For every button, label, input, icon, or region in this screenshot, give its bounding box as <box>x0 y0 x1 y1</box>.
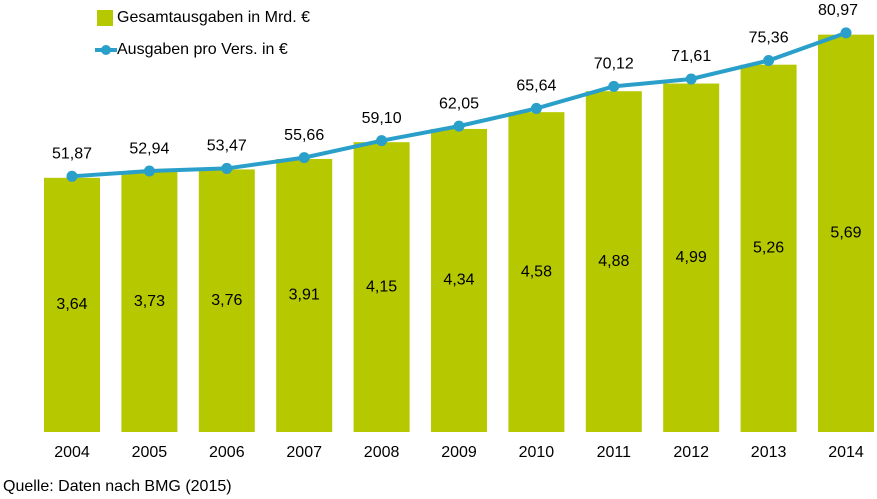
line-point <box>298 152 310 164</box>
bar-value-label: 4,58 <box>521 263 552 280</box>
x-tick-label: 2007 <box>286 444 322 461</box>
x-tick-label: 2008 <box>364 444 400 461</box>
line-point <box>376 135 388 147</box>
x-tick-label: 2013 <box>751 444 787 461</box>
bar <box>663 83 720 432</box>
bar-value-label: 4,15 <box>366 278 397 295</box>
bar <box>818 34 874 432</box>
bar <box>585 91 642 433</box>
line-point <box>530 102 542 114</box>
bar-value-label: 4,88 <box>598 253 629 270</box>
x-tick-label: 2012 <box>673 444 709 461</box>
line-point <box>608 80 620 92</box>
line-value-label: 71,61 <box>671 48 711 65</box>
legend-label: Ausgaben pro Vers. in € <box>117 41 288 58</box>
line-point <box>66 170 78 182</box>
x-tick-label: 2011 <box>597 444 632 461</box>
line-value-label: 70,12 <box>594 56 634 73</box>
bar <box>44 177 100 432</box>
bar <box>508 112 565 432</box>
line-point <box>763 55 775 67</box>
bar <box>121 171 178 432</box>
bar <box>740 64 797 432</box>
bar-value-label: 5,26 <box>753 240 784 257</box>
line-value-label: 75,36 <box>749 30 789 47</box>
legend-label: Gesamtausgaben in Mrd. € <box>117 9 310 26</box>
bar <box>198 169 255 432</box>
line-value-label: 59,10 <box>362 110 402 127</box>
line-value-label: 62,05 <box>439 95 479 112</box>
line-value-label: 52,94 <box>129 140 169 157</box>
x-tick-label: 2009 <box>441 444 477 461</box>
x-tick-label: 2006 <box>209 444 245 461</box>
x-tick-label: 2010 <box>519 444 555 461</box>
line-point <box>453 120 465 132</box>
x-tick-label: 2014 <box>828 444 864 461</box>
bar-value-label: 3,73 <box>134 293 165 310</box>
bar-value-label: 3,64 <box>56 296 87 313</box>
source: Quelle: Daten nach BMG (2015) <box>3 478 232 495</box>
line-value-label: 65,64 <box>516 78 556 95</box>
bar-value-label: 3,91 <box>289 287 320 304</box>
line-point <box>221 162 233 174</box>
legend-swatch-dot <box>101 45 111 55</box>
bar-value-label: 4,34 <box>443 272 474 289</box>
line-point <box>840 27 852 39</box>
line-value-label: 51,87 <box>52 146 92 163</box>
line-point <box>685 73 697 85</box>
line-value-label: 53,47 <box>207 138 247 155</box>
x-tick-label: 2004 <box>54 444 90 461</box>
bar-value-label: 3,76 <box>211 292 242 309</box>
line-point <box>143 165 155 177</box>
bar-value-label: 4,99 <box>676 249 707 266</box>
line-value-label: 55,66 <box>284 127 324 144</box>
legend-swatch-bar <box>97 10 113 26</box>
line-value-label: 80,97 <box>818 2 858 19</box>
bar <box>431 128 487 432</box>
bar <box>276 158 333 432</box>
bar-value-label: 5,69 <box>830 225 861 242</box>
x-tick-label: 2005 <box>132 444 168 461</box>
bar <box>353 142 410 433</box>
